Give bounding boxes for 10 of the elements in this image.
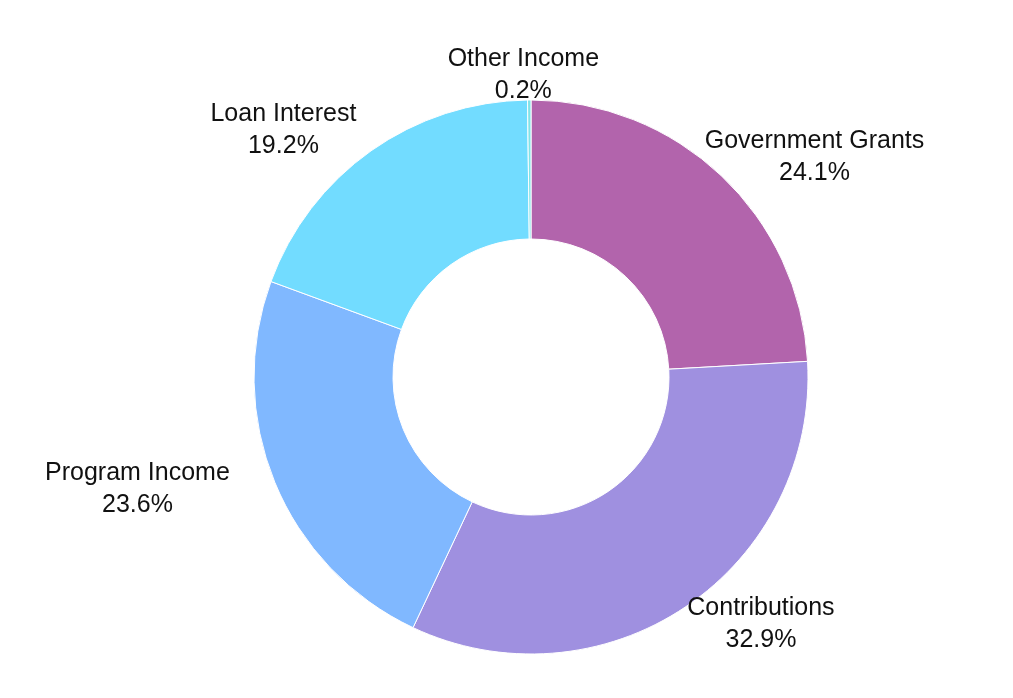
- data-label: 24.1%: [779, 156, 850, 185]
- data-label: 32.9%: [725, 623, 797, 652]
- slice-label: Contributions: [687, 591, 835, 620]
- slice-label: Government Grants: [704, 124, 925, 153]
- data-label: 19.2%: [247, 130, 319, 159]
- slice-label: Loan Interest: [210, 98, 357, 127]
- data-label: 23.6%: [102, 488, 173, 517]
- slice-label: Other Income: [447, 43, 600, 72]
- slice-label: Program Income: [45, 456, 230, 485]
- data-label: 0.2%: [494, 75, 552, 104]
